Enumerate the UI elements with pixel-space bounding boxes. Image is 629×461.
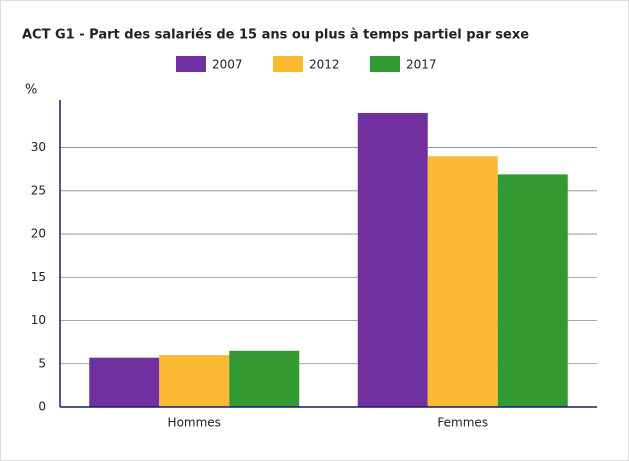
bar <box>159 355 230 407</box>
y-tick-label: 25 <box>31 183 46 197</box>
y-tick-label: 5 <box>38 356 46 370</box>
bar <box>497 174 568 407</box>
y-tick-label: 15 <box>31 270 46 284</box>
bar <box>357 112 428 407</box>
y-axis-label: % <box>25 83 37 98</box>
legend-swatch <box>370 56 400 72</box>
y-tick-label: 0 <box>38 400 46 414</box>
y-tick-label: 20 <box>31 227 46 241</box>
legend-label: 2007 <box>212 58 243 72</box>
y-tick-label: 10 <box>31 313 46 327</box>
bar <box>89 357 160 407</box>
chart-title: ACT G1 - Part des salariés de 15 ans ou … <box>22 28 529 43</box>
y-tick-label: 30 <box>31 140 46 154</box>
legend-swatch <box>176 56 206 72</box>
legend-swatch <box>273 56 303 72</box>
bar <box>229 350 300 407</box>
x-tick-label: Femmes <box>437 416 488 430</box>
x-tick-label: Hommes <box>168 416 221 430</box>
bar <box>427 156 498 407</box>
legend-label: 2017 <box>406 58 437 72</box>
legend-label: 2012 <box>309 58 340 72</box>
